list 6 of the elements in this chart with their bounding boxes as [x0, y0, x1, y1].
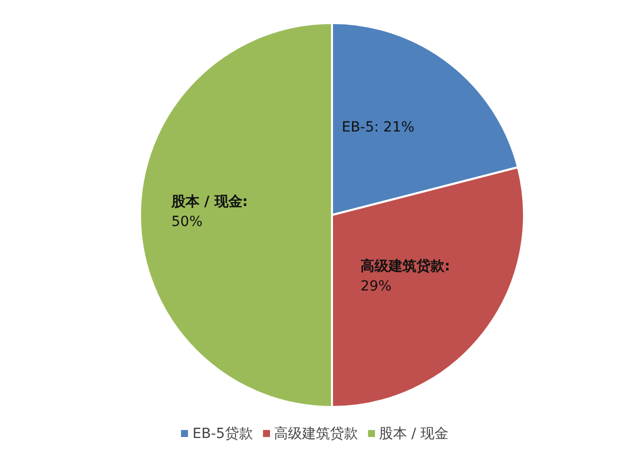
- data-label: 股本 / 现金: 50%: [170, 194, 248, 230]
- data-label: EB-5: 21%: [342, 120, 414, 136]
- legend-label: 股本 / 现金: [378, 426, 449, 442]
- legend-label: 高级建筑贷款: [274, 426, 358, 442]
- legend-label: EB-5贷款: [192, 426, 253, 442]
- data-label: 高级建筑贷款: 29%: [360, 258, 450, 295]
